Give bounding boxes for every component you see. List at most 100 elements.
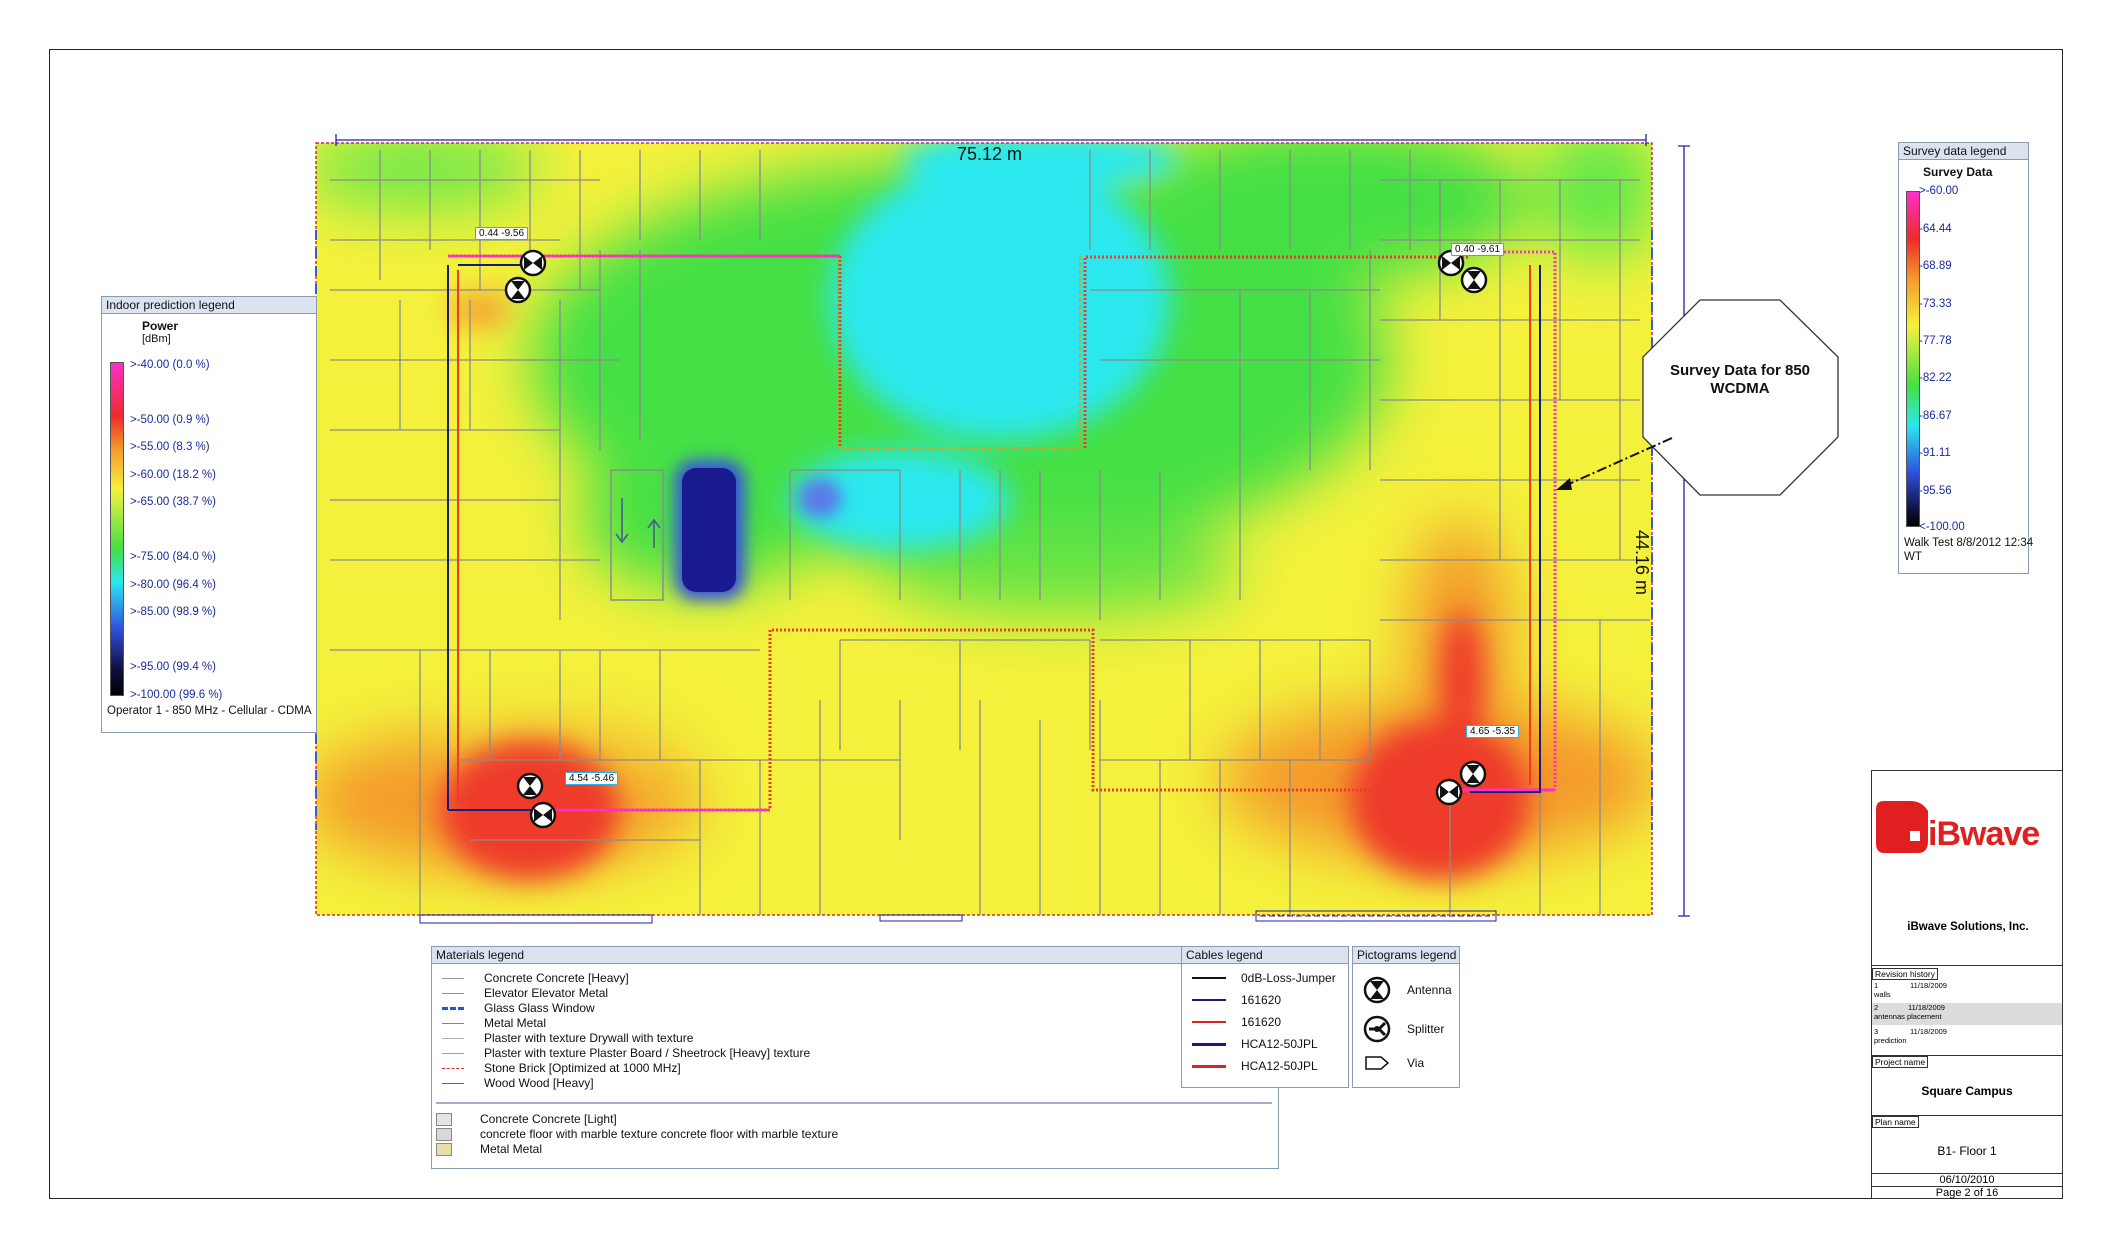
material-label: Metal Metal — [480, 1142, 543, 1156]
rev-date: 11/18/2009 — [1910, 981, 1947, 990]
cable-item: 161620 — [1192, 1015, 1281, 1029]
indoor-legend-row: >-100.00 (99.6 %) — [130, 689, 223, 701]
survey-callout-text: Survey Data for 850 WCDMA — [1650, 362, 1830, 398]
rev-num: 3 — [1874, 1027, 1879, 1036]
ibwave-logo-icon — [1876, 801, 1928, 853]
indoor-legend-heading: Power — [142, 319, 179, 333]
plan-name-cell: Plan name B1- Floor 1 — [1872, 1115, 2062, 1173]
indoor-legend-row: >-60.00 (18.2 %) — [130, 469, 216, 481]
indoor-legend-row: >-55.00 (8.3 %) — [130, 441, 210, 453]
material-swatch — [442, 1006, 464, 1010]
pictograms-legend-title: Pictograms legend — [1353, 947, 1459, 964]
via-icon — [1365, 1056, 1390, 1070]
rev-desc: prediction — [1874, 1036, 1907, 1045]
cable-item: 0dB-Loss-Jumper — [1192, 971, 1336, 985]
cables-legend-title: Cables legend — [1182, 947, 1348, 964]
indoor-legend-row: >-65.00 (38.7 %) — [130, 496, 216, 508]
logo-text: iBwave — [1928, 815, 2040, 853]
rev-num: 2 — [1874, 1003, 1879, 1012]
project-name: Square Campus — [1921, 1084, 2013, 1098]
indoor-prediction-legend: Indoor prediction legend Power [dBm] >-4… — [101, 296, 317, 733]
ibwave-logo: iBwave — [1872, 797, 2064, 867]
cable-item: HCA12-50JPL — [1192, 1037, 1318, 1051]
survey-data-legend: Survey data legend Survey Data >-60.00 -… — [1898, 142, 2033, 574]
indoor-legend-row: >-75.00 (84.0 %) — [130, 551, 216, 563]
survey-legend-heading: Survey Data — [1923, 165, 1993, 179]
material-fill-item: concrete floor with marble texture concr… — [436, 1127, 838, 1141]
revision-history: Revision history 1 11/18/2009 walls 2 11/18… — [1872, 965, 2062, 1055]
survey-legend-row: -86.67 — [1919, 410, 1952, 422]
indoor-legend-row: >-85.00 (98.9 %) — [130, 606, 216, 618]
antenna-tag: 0.40 -9.61 — [1451, 243, 1505, 256]
material-label: Plaster with texture Drywall with textur… — [484, 1031, 694, 1045]
wall-lines — [330, 150, 1650, 915]
cable-label: HCA12-50JPL — [1241, 1037, 1318, 1051]
material-label: Stone Brick [Optimized at 1000 MHz] — [484, 1061, 681, 1075]
rev-num: 1 — [1874, 981, 1879, 990]
material-fill-swatch — [436, 1127, 452, 1141]
indoor-legend-row: >-40.00 (0.0 %) — [130, 359, 210, 371]
antenna-tag: 4.65 -5.35 — [1466, 725, 1520, 738]
title-block: iBwave iBwave Solutions, Inc. Revision h… — [1871, 770, 2063, 1199]
material-line-item: Concrete Concrete [Heavy] — [442, 971, 629, 985]
project-label: Project name — [1872, 1056, 1929, 1068]
cable-label: HCA12-50JPL — [1241, 1059, 1318, 1073]
company-name: iBwave Solutions, Inc. — [1907, 921, 2029, 933]
survey-legend-row: -64.44 — [1919, 223, 1952, 235]
material-label: Concrete Concrete [Heavy] — [484, 971, 629, 985]
elevator-shaft — [610, 469, 664, 601]
pictogram-label: Splitter — [1407, 1022, 1445, 1036]
survey-legend-row: -77.78 — [1919, 335, 1952, 347]
cable-item: HCA12-50JPL — [1192, 1059, 1318, 1073]
revision-label: Revision history — [1872, 968, 1938, 980]
material-fill-item: Metal Metal — [436, 1142, 542, 1156]
material-fill-item: Concrete Concrete [Light] — [436, 1112, 617, 1126]
revision-row: 1 11/18/2009 walls — [1874, 981, 2060, 1003]
rev-desc: antennas placement — [1874, 1012, 1942, 1021]
callout-octagon — [1642, 299, 1839, 496]
survey-legend-row: -95.56 — [1919, 485, 1952, 497]
indoor-legend-unit: [dBm] — [142, 333, 171, 345]
rev-desc: walls — [1874, 990, 1891, 999]
cable-label: 161620 — [1241, 1015, 1282, 1029]
cable-label: 161620 — [1241, 993, 1282, 1007]
survey-legend-row: -73.33 — [1919, 298, 1952, 310]
cable-swatch — [1192, 1064, 1226, 1068]
cable-swatch — [1192, 999, 1226, 1001]
material-swatch — [442, 977, 464, 979]
material-swatch — [442, 1022, 464, 1024]
stair-marks — [419, 910, 1497, 924]
material-line-item: Elevator Elevator Metal — [442, 986, 608, 1000]
drawing-sheet — [49, 49, 2063, 1199]
pictogram-row-antenna: Antenna — [1363, 976, 1452, 1004]
antenna-tag: 0.44 -9.56 — [475, 227, 529, 240]
survey-legend-row: -82.22 — [1919, 372, 1952, 384]
arrow-down-icon — [615, 498, 629, 544]
pictograms-legend: Pictograms legend Antenna Splitter Via — [1352, 946, 1460, 1088]
survey-legend-title: Survey data legend — [1899, 143, 2028, 160]
material-swatch — [442, 1067, 464, 1069]
material-swatch — [442, 1052, 464, 1054]
callout-arrowhead-icon — [1556, 478, 1572, 490]
material-line-item: Wood Wood [Heavy] — [442, 1076, 594, 1090]
indoor-legend-title: Indoor prediction legend — [102, 297, 316, 314]
cable-swatch — [1192, 977, 1226, 979]
survey-legend-row: >-60.00 — [1919, 185, 1959, 197]
material-line-item: Stone Brick [Optimized at 1000 MHz] — [442, 1061, 681, 1075]
material-label: Plaster with texture Plaster Board / She… — [484, 1046, 811, 1060]
antenna-markers — [504, 249, 1488, 829]
pictogram-row-via: Via — [1363, 1053, 1424, 1073]
rev-date: 11/18/2009 — [1910, 1027, 1947, 1036]
pictogram-row-splitter: Splitter — [1363, 1015, 1444, 1043]
cable-swatch — [1192, 1021, 1226, 1023]
material-line-item: Glass Glass Window — [442, 1001, 595, 1015]
pictogram-label: Antenna — [1407, 983, 1452, 997]
survey-legend-row: -91.11 — [1919, 447, 1951, 459]
indoor-legend-row: >-95.00 (99.4 %) — [130, 661, 216, 673]
survey-color-bar — [1906, 191, 1920, 527]
material-label: Metal Metal — [484, 1016, 547, 1030]
revision-row: 3 11/18/2009 prediction — [1874, 1027, 2060, 1049]
cable-label: 0dB-Loss-Jumper — [1241, 971, 1336, 985]
width-dimension-label: 75.12 m — [957, 144, 1023, 164]
